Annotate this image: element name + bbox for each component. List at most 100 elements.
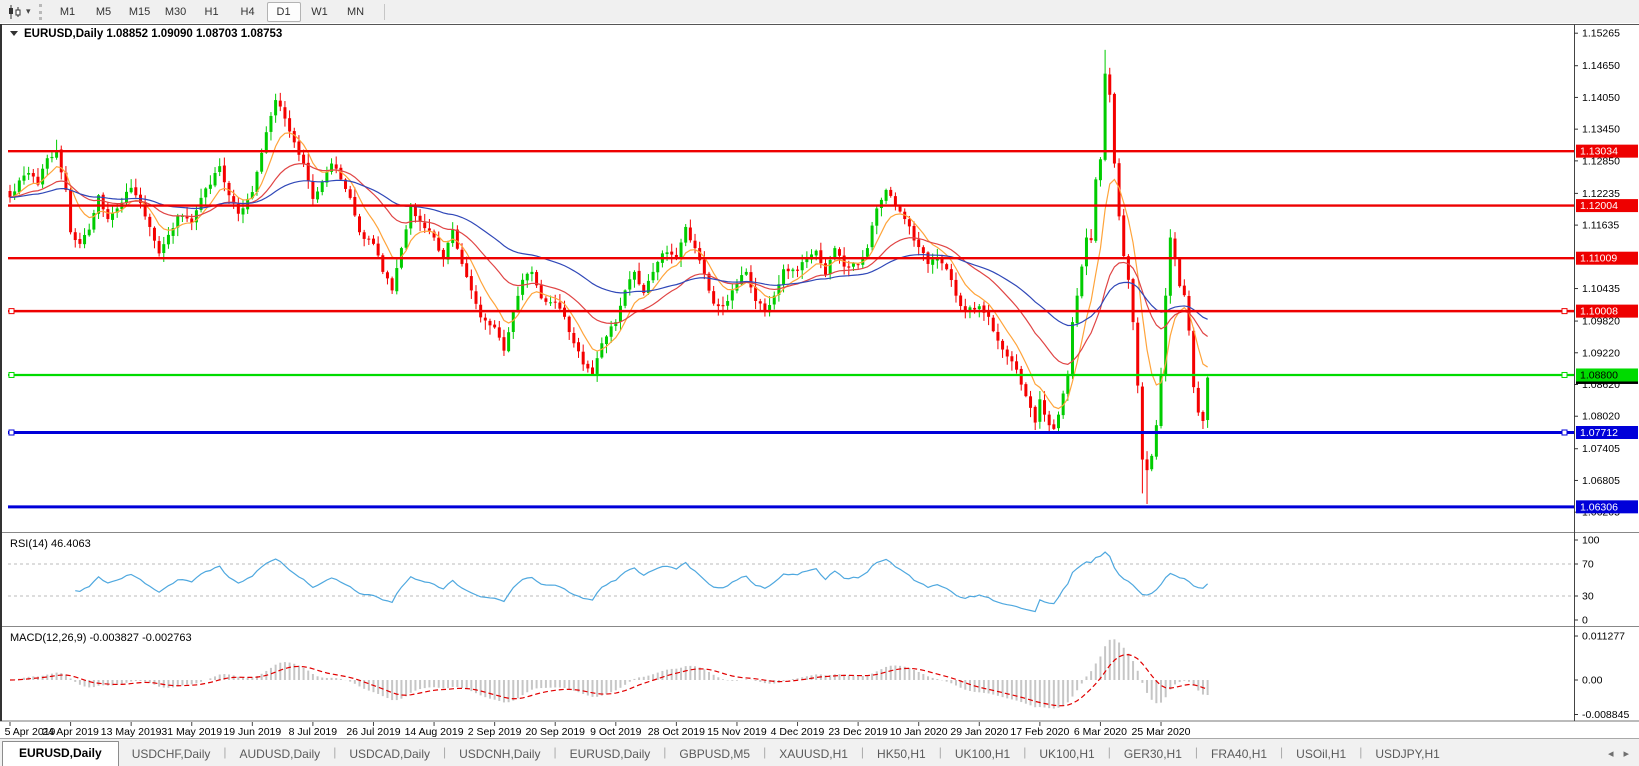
chart-cursor-icon[interactable] <box>4 3 26 21</box>
candle-body <box>712 291 716 304</box>
chart-tab-10[interactable]: UK100,H1 <box>1039 747 1095 761</box>
candle-body <box>493 324 497 328</box>
timeframe-button-h4[interactable]: H4 <box>240 5 255 18</box>
candle-body <box>204 188 208 198</box>
chart-tab-0[interactable]: EURUSD,Daily <box>2 741 119 766</box>
timeframe-button-m15[interactable]: M15 <box>128 5 151 18</box>
price-chart[interactable]: 1.15265 1.14650 1.14050 1.13450 1.12850 1.122… <box>0 23 1639 738</box>
price-axis-tick-label: 1.06805 <box>1582 475 1620 487</box>
candle-body <box>250 192 254 199</box>
price-level-label[interactable] <box>1576 144 1638 158</box>
price-level-label[interactable] <box>1576 251 1638 265</box>
candle <box>409 203 413 235</box>
chart-tab-9[interactable]: UK100,H1 <box>954 747 1011 761</box>
chart-tab-14[interactable]: USDJPY,H1 <box>1375 747 1440 761</box>
candle-body <box>1052 424 1056 429</box>
candle-body <box>362 232 366 239</box>
tabs-scroll-left-icon[interactable]: ◂ <box>1607 748 1614 760</box>
timeframe-button-d1[interactable]: D1 <box>266 1 301 22</box>
chart-tab-12[interactable]: FRA40,H1 <box>1211 747 1268 761</box>
price-level-label[interactable] <box>1576 426 1638 440</box>
candle <box>69 187 73 235</box>
candle-body <box>912 225 916 241</box>
candle-body <box>553 301 557 303</box>
candle <box>544 296 548 306</box>
candle-body <box>763 303 767 312</box>
candle <box>367 235 371 245</box>
candle-body <box>460 249 464 264</box>
price-level-label[interactable] <box>1576 304 1638 318</box>
candle-body <box>320 182 324 193</box>
candle <box>157 236 161 257</box>
candle <box>1098 157 1102 187</box>
candle-body <box>59 149 63 173</box>
candle <box>469 269 473 299</box>
candle-body <box>236 203 240 214</box>
toolbar-grip[interactable] <box>38 3 42 20</box>
chart-tab-1[interactable]: USDCHF,Daily <box>131 747 211 761</box>
line-edge-marker[interactable] <box>8 308 15 315</box>
candle-body <box>208 184 212 189</box>
candle <box>1145 451 1149 504</box>
timeframe-button-h1[interactable]: H1 <box>204 5 219 18</box>
symbol-dropdown-icon[interactable] <box>10 31 18 36</box>
tabs-scroll-right-icon[interactable]: ▸ <box>1623 748 1629 760</box>
chevron-down-icon[interactable]: ▾ <box>26 6 31 16</box>
timeframe-button-w1[interactable]: W1 <box>311 5 328 18</box>
line-edge-marker[interactable] <box>1561 429 1568 436</box>
line-edge-marker[interactable] <box>1561 308 1568 315</box>
chart-tab-4[interactable]: USDCNH,Daily <box>459 747 541 761</box>
candle <box>837 247 841 264</box>
chart-tab-5[interactable]: EURUSD,Daily <box>569 747 651 761</box>
chart-tab-11[interactable]: GER30,H1 <box>1123 747 1182 761</box>
line-edge-marker[interactable] <box>8 371 15 378</box>
candle-body <box>185 216 189 219</box>
candle <box>311 174 315 206</box>
candle <box>651 262 655 284</box>
candle-body <box>483 317 487 321</box>
candle-body <box>595 358 599 374</box>
timeframe-button-mn[interactable]: MN <box>346 5 365 18</box>
line-edge-marker[interactable] <box>1561 371 1568 378</box>
candle-body <box>55 150 59 158</box>
candle-body <box>665 252 669 255</box>
timeframe-button-m1[interactable]: M1 <box>59 5 76 18</box>
price-level-label[interactable] <box>1576 500 1638 514</box>
candle-body <box>740 275 744 285</box>
candle-body <box>819 250 823 264</box>
candle <box>535 269 539 288</box>
line-edge-marker[interactable] <box>8 429 15 436</box>
candle-body <box>558 302 562 309</box>
candle-body <box>600 343 604 358</box>
timeframe-button-m30[interactable]: M30 <box>164 5 187 18</box>
chart-tab-7[interactable]: XAUUSD,H1 <box>779 747 848 761</box>
chart-tab-3[interactable]: USDCAD,Daily <box>349 747 430 761</box>
price-level-label-text: 1.12004 <box>1580 200 1618 212</box>
chart-tab-6[interactable]: GBPUSD,M5 <box>679 747 751 761</box>
candle-body <box>632 271 636 280</box>
candle <box>525 272 529 288</box>
price-level-label[interactable] <box>1576 199 1638 213</box>
candle <box>176 213 180 237</box>
candle <box>423 213 427 233</box>
candle <box>316 187 320 203</box>
price-level-label-text: 1.13034 <box>1580 146 1618 158</box>
candle-body <box>1108 74 1112 95</box>
candle-body <box>260 152 264 172</box>
timeframe-button-m5[interactable]: M5 <box>95 5 112 18</box>
chart-area[interactable]: 1.15265 1.14650 1.14050 1.13450 1.12850 1.122… <box>0 23 1639 738</box>
candle <box>945 262 949 271</box>
tab-separator: | <box>860 744 865 759</box>
candle-body <box>241 208 245 215</box>
candle <box>618 297 622 331</box>
chart-tab-2[interactable]: AUDUSD,Daily <box>239 747 321 761</box>
price-level-label[interactable] <box>1576 368 1638 382</box>
chart-tab-8[interactable]: HK50,H1 <box>877 747 926 761</box>
chart-tab-13[interactable]: USOil,H1 <box>1296 747 1347 761</box>
candle <box>828 255 832 280</box>
price-axis-tick-label: 1.11635 <box>1582 220 1619 232</box>
candle-body <box>1098 159 1102 181</box>
candle-body <box>269 115 273 132</box>
candle <box>600 337 604 359</box>
